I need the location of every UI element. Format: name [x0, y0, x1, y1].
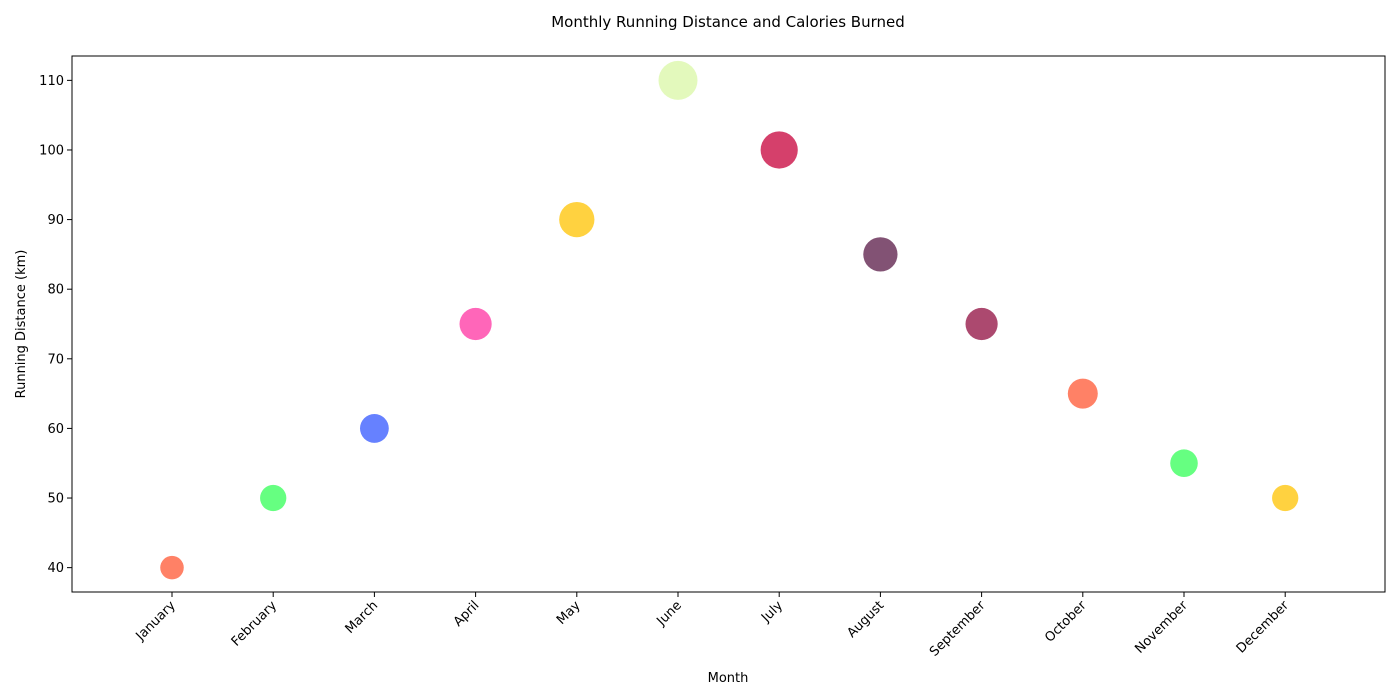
data-point-august: [863, 237, 898, 272]
data-markers: [160, 60, 1299, 580]
x-tick-label: December: [1234, 598, 1293, 657]
x-tick-label: November: [1132, 598, 1191, 657]
data-point-october: [1067, 378, 1098, 409]
x-axis: January February March April May June July Augu…: [133, 592, 1293, 660]
y-tick-label: 50: [47, 492, 64, 507]
y-tick-label: 110: [39, 74, 64, 89]
x-tick-label: May: [554, 598, 584, 628]
x-tick-label: January: [133, 598, 179, 644]
data-point-february: [260, 484, 287, 512]
x-tick-label: August: [844, 598, 887, 641]
chart-title: Monthly Running Distance and Calories Bu…: [551, 13, 905, 31]
y-tick-label: 90: [47, 213, 64, 228]
y-tick-label: 100: [39, 143, 64, 158]
data-point-april: [459, 307, 492, 341]
x-axis-label: Month: [708, 671, 749, 686]
y-tick-label: 80: [47, 283, 64, 298]
x-tick-label: March: [343, 598, 382, 637]
y-tick-label: 60: [47, 422, 64, 437]
y-tick-label: 40: [47, 561, 64, 576]
data-point-january: [160, 555, 184, 580]
data-point-may: [559, 201, 595, 238]
x-tick-label: April: [451, 598, 483, 630]
plot-frame: [71, 55, 1386, 593]
x-tick-label: February: [229, 598, 281, 650]
x-tick-label: June: [653, 598, 684, 629]
y-axis: 40 50 60 70 80 90 100 110: [39, 74, 72, 576]
data-point-september: [965, 307, 998, 341]
data-point-july: [760, 131, 798, 169]
data-point-march: [359, 414, 389, 443]
data-point-december: [1272, 484, 1299, 512]
data-point-november: [1170, 449, 1198, 478]
y-axis-label: Running Distance (km): [14, 250, 29, 399]
data-point-june: [658, 60, 698, 100]
x-tick-label: October: [1042, 598, 1090, 646]
plot-area: [72, 56, 1385, 592]
y-tick-label: 70: [47, 352, 64, 367]
x-tick-label: July: [758, 598, 786, 626]
x-tick-label: September: [927, 598, 989, 660]
